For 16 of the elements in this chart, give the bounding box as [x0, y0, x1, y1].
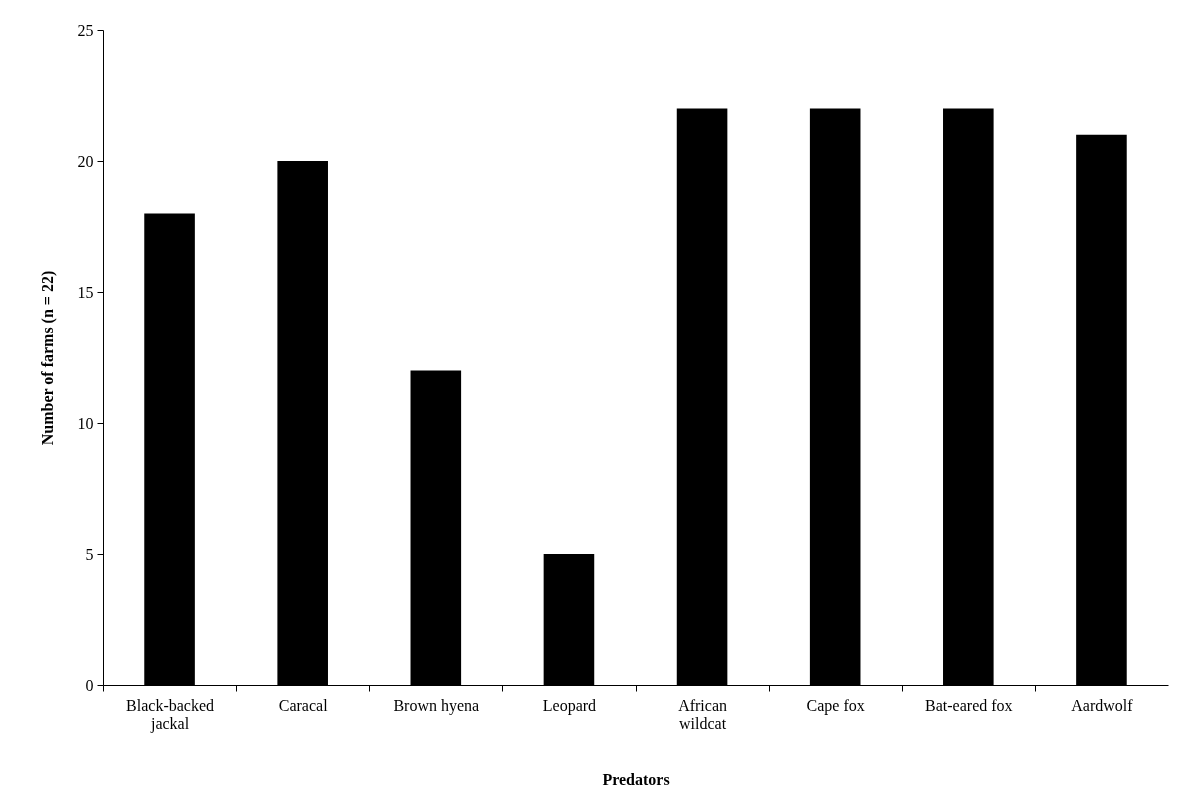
x-tick-label: Caracal — [278, 696, 329, 714]
y-tick-label: 10 — [77, 414, 94, 432]
y-tick-label: 15 — [77, 283, 94, 301]
x-tick-label: Leopard — [542, 696, 597, 715]
x-tick-label: Aardwolf — [1071, 696, 1134, 714]
x-tick-label: Bat-eared fox — [925, 696, 1013, 714]
y-axis-title: Number of farms (n = 22) — [38, 270, 57, 446]
x-tick-label: Brown hyena — [393, 696, 480, 715]
y-tick-label: 25 — [77, 21, 94, 39]
x-tick-label: Black-backed jackal — [126, 696, 215, 733]
x-tick-label: African wildcat — [678, 696, 727, 732]
x-axis-title: Predators — [602, 770, 670, 788]
x-tick-label: Cape fox — [806, 696, 865, 715]
y-tick-label: 0 — [85, 676, 94, 694]
y-tick-label: 20 — [77, 152, 94, 170]
y-tick-label: 5 — [85, 545, 94, 563]
